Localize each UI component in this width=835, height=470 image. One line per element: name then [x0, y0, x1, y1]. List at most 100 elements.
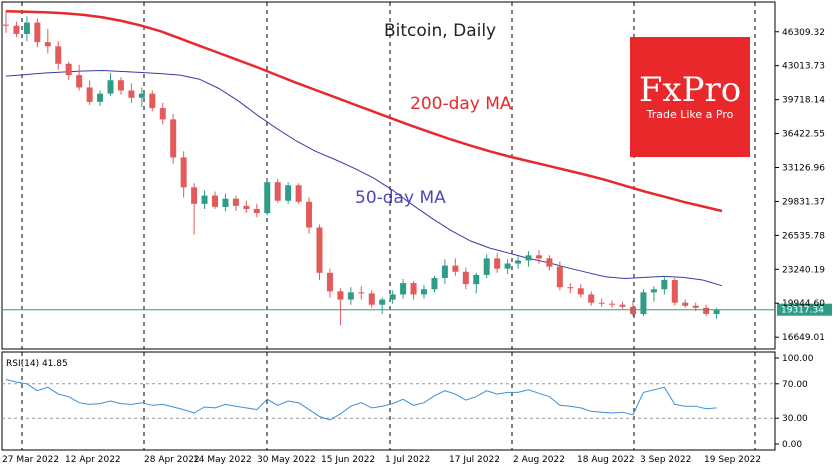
candle — [316, 224, 323, 281]
candle — [170, 114, 177, 164]
x-tick-label: 28 Apr 2022 — [144, 455, 200, 465]
candle-body — [379, 299, 386, 305]
y-tick-label: 29831.37 — [782, 197, 825, 207]
candle — [159, 102, 166, 125]
candle-body — [222, 198, 229, 207]
candle-body — [306, 201, 313, 228]
candle-body — [525, 255, 532, 261]
candle — [243, 200, 250, 214]
candle — [504, 259, 511, 274]
candle — [76, 64, 83, 91]
candle-body — [546, 258, 553, 267]
candle — [556, 261, 563, 291]
candle-body — [431, 277, 438, 290]
candle — [703, 304, 710, 317]
candle-body — [577, 288, 584, 295]
candle-body — [316, 227, 323, 273]
candle-body — [201, 195, 208, 204]
current-price-tag — [777, 303, 832, 316]
candle-body — [650, 289, 657, 293]
candle-body — [556, 266, 563, 288]
current-price-line: 19317.34 — [2, 303, 832, 316]
rsi-axis: 100.00 70.00 30.00 0.00 — [775, 354, 814, 450]
candle-body — [347, 292, 354, 300]
candle-body — [515, 260, 522, 264]
candle-body — [452, 265, 459, 272]
candle-body — [368, 293, 375, 305]
candle — [180, 151, 187, 198]
candle — [546, 255, 553, 271]
candle-body — [44, 42, 51, 47]
fxpro-logo-tagline: Trade Like a Pro — [646, 108, 734, 121]
candle — [389, 290, 396, 304]
rsi-plot-frame — [1, 351, 776, 451]
candle — [86, 80, 93, 105]
candle-body — [274, 182, 281, 201]
candle-body — [462, 271, 469, 285]
candle-body — [671, 280, 678, 303]
candle — [588, 291, 595, 306]
candle-body — [3, 24, 9, 26]
candle-body — [128, 90, 135, 98]
candle-body — [358, 292, 365, 294]
candle — [264, 178, 271, 216]
candle-body — [494, 258, 501, 269]
x-tick-label: 2 Aug 2022 — [513, 455, 565, 465]
y-tick-label: 46309.32 — [782, 28, 825, 38]
candle — [661, 275, 668, 295]
candle-body — [619, 304, 626, 307]
candle — [640, 289, 647, 317]
candle — [421, 285, 427, 299]
x-tick-label: 3 Sep 2022 — [640, 455, 691, 465]
candle-body — [295, 185, 302, 202]
candle — [222, 193, 229, 212]
rsi-label: RSI(14) 41.85 — [6, 359, 68, 369]
candle — [452, 258, 459, 276]
candle — [23, 16, 30, 42]
candle — [525, 251, 532, 267]
candle — [337, 288, 344, 326]
candle — [630, 300, 636, 317]
candle — [567, 283, 574, 294]
y-tick-label: 43013.73 — [782, 62, 825, 72]
candle — [285, 182, 292, 204]
candle-body — [703, 307, 710, 314]
candle — [400, 278, 407, 299]
candle-body — [400, 283, 407, 295]
rsi-layer — [5, 379, 717, 421]
y-tick-label: 36422.55 — [782, 130, 825, 140]
candle-body — [326, 272, 333, 292]
ma200-layer — [5, 10, 723, 213]
candle-body — [713, 309, 720, 314]
candle-body — [170, 119, 177, 158]
candle — [34, 18, 41, 48]
x-tick-label: 1 Jul 2022 — [385, 455, 430, 465]
candle — [598, 298, 605, 307]
candle-body — [640, 292, 647, 314]
candles-layer — [3, 10, 720, 326]
candle — [347, 287, 354, 305]
candle — [483, 254, 490, 278]
candle-body — [117, 80, 124, 91]
candle — [609, 300, 616, 308]
candle-body — [389, 294, 396, 300]
candle — [149, 90, 156, 112]
ma50-layer — [5, 69, 723, 287]
candle-body — [285, 185, 292, 201]
candle — [535, 250, 542, 264]
y-tick-label: 26535.78 — [782, 231, 825, 241]
candle-body — [535, 255, 542, 259]
ma200-line — [5, 10, 723, 213]
candle — [44, 28, 51, 54]
candle — [650, 286, 657, 302]
fxpro-logo: FxPro Trade Like a Pro — [630, 37, 750, 157]
x-tick-label: 18 Aug 2022 — [577, 455, 635, 465]
y-tick-label: 39718.14 — [782, 96, 825, 106]
y-tick-label: 33126.96 — [782, 163, 825, 173]
candle-body — [504, 263, 511, 269]
ma50-line — [5, 69, 723, 287]
candle-body — [23, 22, 30, 34]
candle — [379, 297, 386, 314]
